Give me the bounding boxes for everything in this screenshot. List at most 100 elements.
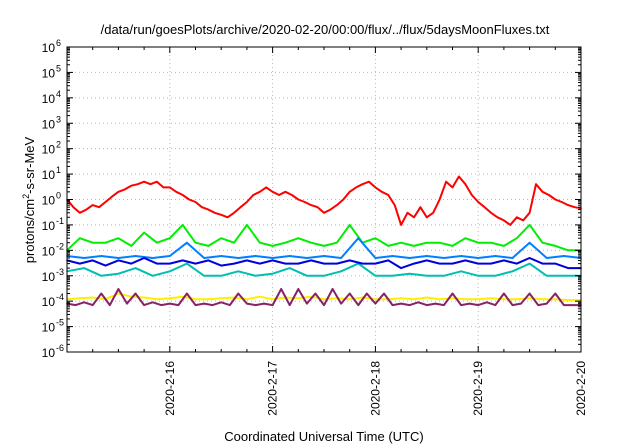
- y-tick-label: 10: [42, 143, 56, 157]
- data-point: [464, 259, 467, 262]
- data-point: [460, 270, 462, 273]
- data-point: [374, 237, 377, 239]
- data-point: [91, 296, 94, 299]
- data-point: [567, 204, 569, 206]
- y-tick-base: 10: [42, 143, 56, 157]
- data-point: [408, 304, 411, 306]
- data-point: [477, 262, 480, 265]
- data-point: [169, 262, 171, 265]
- data-point: [511, 257, 514, 259]
- data-point: [366, 292, 368, 295]
- data-point: [494, 255, 497, 257]
- data-point: [400, 224, 402, 226]
- data-point: [306, 257, 308, 259]
- data-point: [237, 257, 240, 259]
- data-point: [464, 298, 467, 301]
- data-point: [368, 180, 370, 183]
- y-tick-exponent: 1: [56, 165, 61, 175]
- data-point: [160, 304, 162, 306]
- x-tick-label: 2020-2-20: [574, 361, 588, 416]
- data-point: [451, 245, 454, 247]
- data-point: [400, 267, 402, 269]
- data-point: [516, 216, 518, 219]
- data-point: [297, 288, 300, 290]
- data-point: [554, 245, 557, 247]
- data-point: [535, 183, 537, 185]
- data-point: [503, 292, 505, 295]
- data-point: [207, 298, 210, 301]
- data-point: [239, 206, 242, 208]
- data-point: [306, 275, 308, 277]
- data-point: [348, 259, 351, 262]
- series-line: [66, 237, 582, 259]
- data-point: [426, 304, 428, 306]
- data-point: [323, 298, 325, 301]
- data-point: [186, 292, 188, 295]
- data-point: [426, 259, 428, 262]
- data-point: [104, 241, 107, 244]
- data-point: [340, 257, 342, 259]
- data-point: [162, 186, 165, 189]
- data-point: [438, 198, 441, 201]
- data-point: [541, 191, 544, 193]
- data-point: [246, 201, 248, 203]
- data-point: [130, 245, 133, 247]
- data-point: [117, 237, 120, 239]
- data-point: [554, 262, 557, 265]
- data-point: [545, 302, 548, 305]
- data-point: [560, 201, 563, 203]
- data-point: [391, 275, 394, 277]
- data-point: [468, 302, 471, 305]
- data-point: [477, 304, 480, 306]
- data-point: [226, 216, 229, 219]
- data-point: [181, 194, 184, 196]
- data-point: [323, 212, 325, 214]
- data-point: [246, 259, 248, 262]
- data-point: [310, 241, 312, 244]
- data-point: [381, 191, 383, 193]
- data-point: [104, 264, 107, 267]
- data-point: [220, 237, 222, 239]
- data-point: [571, 304, 574, 306]
- data-point: [111, 195, 113, 198]
- data-point: [374, 186, 377, 189]
- y-tick-exponent: -5: [56, 318, 64, 328]
- data-point: [271, 191, 274, 193]
- y-tick-base: 10: [42, 66, 56, 80]
- data-point: [194, 201, 197, 203]
- data-point: [220, 297, 222, 300]
- y-tick-base: 10: [42, 270, 56, 284]
- data-point: [220, 275, 222, 277]
- data-point: [117, 292, 120, 295]
- data-point: [134, 267, 137, 269]
- data-point: [288, 267, 291, 269]
- data-point: [503, 298, 505, 301]
- data-point: [181, 224, 184, 226]
- y-tick-exponent: -4: [56, 292, 64, 302]
- data-point: [156, 180, 158, 183]
- data-point: [284, 191, 287, 193]
- data-point: [220, 214, 222, 216]
- data-point: [336, 262, 338, 265]
- grid: [67, 47, 581, 352]
- data-point: [306, 302, 308, 305]
- data-point: [149, 183, 152, 185]
- data-point: [177, 304, 180, 306]
- data-point: [74, 304, 77, 306]
- data-point: [443, 304, 445, 306]
- data-point: [124, 188, 126, 191]
- y-axis-label-suffix: -s-sr-MeV: [22, 136, 37, 193]
- x-axis-label: Coordinated Universal Time (UTC): [224, 429, 423, 444]
- data-point: [438, 241, 441, 244]
- data-point: [79, 237, 81, 239]
- y-tick-base: 10: [42, 92, 56, 106]
- y-tick-exponent: 6: [56, 38, 61, 48]
- data-point: [259, 191, 261, 193]
- data-point: [393, 204, 396, 206]
- data-point: [490, 241, 492, 244]
- chart-title: /data/run/goesPlots/archive/2020-02-20/0…: [101, 22, 550, 37]
- data-point: [528, 212, 531, 214]
- data-point: [85, 208, 88, 211]
- y-tick-base: 10: [42, 295, 56, 309]
